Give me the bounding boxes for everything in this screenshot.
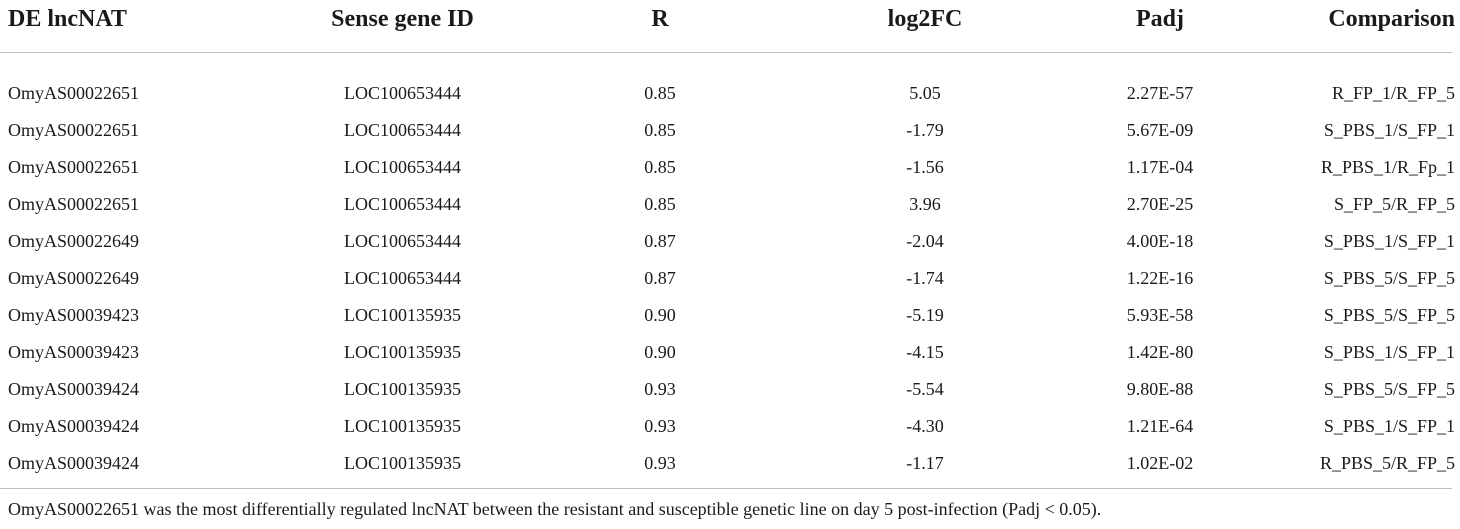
- cell-padj: 4.00E-18: [1126, 231, 1194, 251]
- cell-de-lncnat: OmyAS00022651: [8, 194, 140, 214]
- cell-de-lncnat: OmyAS00022649: [8, 268, 140, 288]
- cell-r: 0.93: [644, 453, 676, 473]
- header-divider: [0, 52, 1452, 53]
- cell-de-lncnat: OmyAS00039424: [8, 379, 140, 399]
- cell-sense-gene-id: LOC100653444: [344, 194, 461, 214]
- table-footnote: OmyAS00022651 was the most differentiall…: [8, 499, 1102, 519]
- table-row: OmyAS00022651 LOC100653444 0.85 5.05 2.27E-5…: [0, 75, 1460, 112]
- cell-sense-gene-id: LOC100135935: [344, 416, 461, 436]
- cell-r: 0.85: [644, 194, 676, 214]
- cell-r: 0.85: [644, 157, 676, 177]
- cell-log2fc: -1.79: [906, 120, 944, 140]
- column-header-comparison: Comparison: [1328, 5, 1455, 32]
- cell-sense-gene-id: LOC100653444: [344, 157, 461, 177]
- cell-log2fc: -1.56: [906, 157, 944, 177]
- table-row: OmyAS00022649 LOC100653444 0.87 -1.74 1.22E-…: [0, 260, 1460, 297]
- cell-comparison: S_PBS_1/S_FP_1: [1323, 231, 1455, 251]
- table-row: OmyAS00039424 LOC100135935 0.93 -1.17 1.02E-…: [0, 445, 1460, 482]
- cell-comparison: S_PBS_5/S_FP_5: [1323, 305, 1455, 325]
- cell-log2fc: -5.19: [906, 305, 944, 325]
- cell-r: 0.87: [644, 231, 676, 251]
- table-row: OmyAS00022649 LOC100653444 0.87 -2.04 4.00E-…: [0, 223, 1460, 260]
- cell-comparison: S_PBS_1/S_FP_1: [1323, 342, 1455, 362]
- table-row: OmyAS00022651 LOC100653444 0.85 -1.56 1.17E-…: [0, 149, 1460, 186]
- column-header-log2fc: log2FC: [887, 5, 963, 32]
- cell-padj: 1.21E-64: [1126, 416, 1194, 436]
- cell-padj: 2.70E-25: [1126, 194, 1194, 214]
- table-row: OmyAS00039423 LOC100135935 0.90 -5.19 5.93E-…: [0, 297, 1460, 334]
- data-table: DE lncNAT Sense gene ID R log2FC Padj Co…: [0, 0, 1460, 482]
- cell-de-lncnat: OmyAS00039423: [8, 342, 140, 362]
- cell-de-lncnat: OmyAS00022651: [8, 120, 140, 140]
- table-row: OmyAS00022651 LOC100653444 0.85 3.96 2.70E-2…: [0, 186, 1460, 223]
- cell-log2fc: -5.54: [906, 379, 944, 399]
- cell-comparison: S_PBS_5/S_FP_5: [1323, 268, 1455, 288]
- cell-log2fc: -4.15: [906, 342, 944, 362]
- cell-log2fc: -4.30: [906, 416, 944, 436]
- cell-comparison: S_PBS_5/S_FP_5: [1323, 379, 1455, 399]
- cell-sense-gene-id: LOC100135935: [344, 453, 461, 473]
- cell-de-lncnat: OmyAS00022649: [8, 231, 140, 251]
- column-header-r: R: [651, 5, 669, 32]
- cell-r: 0.93: [644, 416, 676, 436]
- cell-sense-gene-id: LOC100653444: [344, 83, 461, 103]
- cell-de-lncnat: OmyAS00022651: [8, 83, 140, 103]
- cell-log2fc: 3.96: [909, 194, 941, 214]
- spacer-row: [0, 38, 1460, 75]
- cell-r: 0.87: [644, 268, 676, 288]
- footer-divider: [0, 488, 1452, 489]
- cell-comparison: R_PBS_1/R_Fp_1: [1320, 157, 1455, 177]
- header-row: DE lncNAT Sense gene ID R log2FC Padj Co…: [0, 0, 1460, 38]
- cell-padj: 1.22E-16: [1126, 268, 1194, 288]
- cell-sense-gene-id: LOC100653444: [344, 120, 461, 140]
- cell-r: 0.85: [644, 120, 676, 140]
- cell-sense-gene-id: LOC100135935: [344, 342, 461, 362]
- cell-r: 0.90: [644, 342, 676, 362]
- cell-log2fc: -1.74: [906, 268, 944, 288]
- table-row: OmyAS00039423 LOC100135935 0.90 -4.15 1.42E-…: [0, 334, 1460, 371]
- cell-r: 0.93: [644, 379, 676, 399]
- cell-comparison: S_FP_5/R_FP_5: [1333, 194, 1455, 214]
- cell-comparison: R_FP_1/R_FP_5: [1331, 83, 1455, 103]
- cell-padj: 1.17E-04: [1126, 157, 1194, 177]
- cell-sense-gene-id: LOC100653444: [344, 268, 461, 288]
- table-row: OmyAS00039424 LOC100135935 0.93 -5.54 9.80E-…: [0, 371, 1460, 408]
- cell-de-lncnat: OmyAS00039424: [8, 416, 140, 436]
- cell-sense-gene-id: LOC100653444: [344, 231, 461, 251]
- cell-r: 0.85: [644, 83, 676, 103]
- cell-padj: 2.27E-57: [1126, 83, 1194, 103]
- cell-padj: 9.80E-88: [1126, 379, 1194, 399]
- cell-log2fc: -2.04: [906, 231, 944, 251]
- cell-padj: 1.42E-80: [1126, 342, 1194, 362]
- table-row: OmyAS00022651 LOC100653444 0.85 -1.79 5.67E-…: [0, 112, 1460, 149]
- cell-r: 0.90: [644, 305, 676, 325]
- cell-log2fc: -1.17: [906, 453, 944, 473]
- cell-de-lncnat: OmyAS00039424: [8, 453, 140, 473]
- cell-padj: 5.93E-58: [1126, 305, 1194, 325]
- cell-comparison: S_PBS_1/S_FP_1: [1323, 120, 1455, 140]
- cell-log2fc: 5.05: [909, 83, 941, 103]
- column-header-padj: Padj: [1136, 5, 1184, 32]
- table-row: OmyAS00039424 LOC100135935 0.93 -4.30 1.21E-…: [0, 408, 1460, 445]
- cell-sense-gene-id: LOC100135935: [344, 305, 461, 325]
- cell-de-lncnat: OmyAS00039423: [8, 305, 140, 325]
- cell-comparison: R_PBS_5/R_FP_5: [1319, 453, 1455, 473]
- cell-sense-gene-id: LOC100135935: [344, 379, 461, 399]
- cell-padj: 1.02E-02: [1126, 453, 1194, 473]
- column-header-de-lncnat: DE lncNAT: [8, 5, 127, 32]
- column-header-sense-gene-id: Sense gene ID: [331, 5, 474, 32]
- cell-comparison: S_PBS_1/S_FP_1: [1323, 416, 1455, 436]
- table-body: OmyAS00022651 LOC100653444 0.85 5.05 2.27E-5…: [0, 38, 1460, 482]
- cell-de-lncnat: OmyAS00022651: [8, 157, 140, 177]
- cell-padj: 5.67E-09: [1126, 120, 1194, 140]
